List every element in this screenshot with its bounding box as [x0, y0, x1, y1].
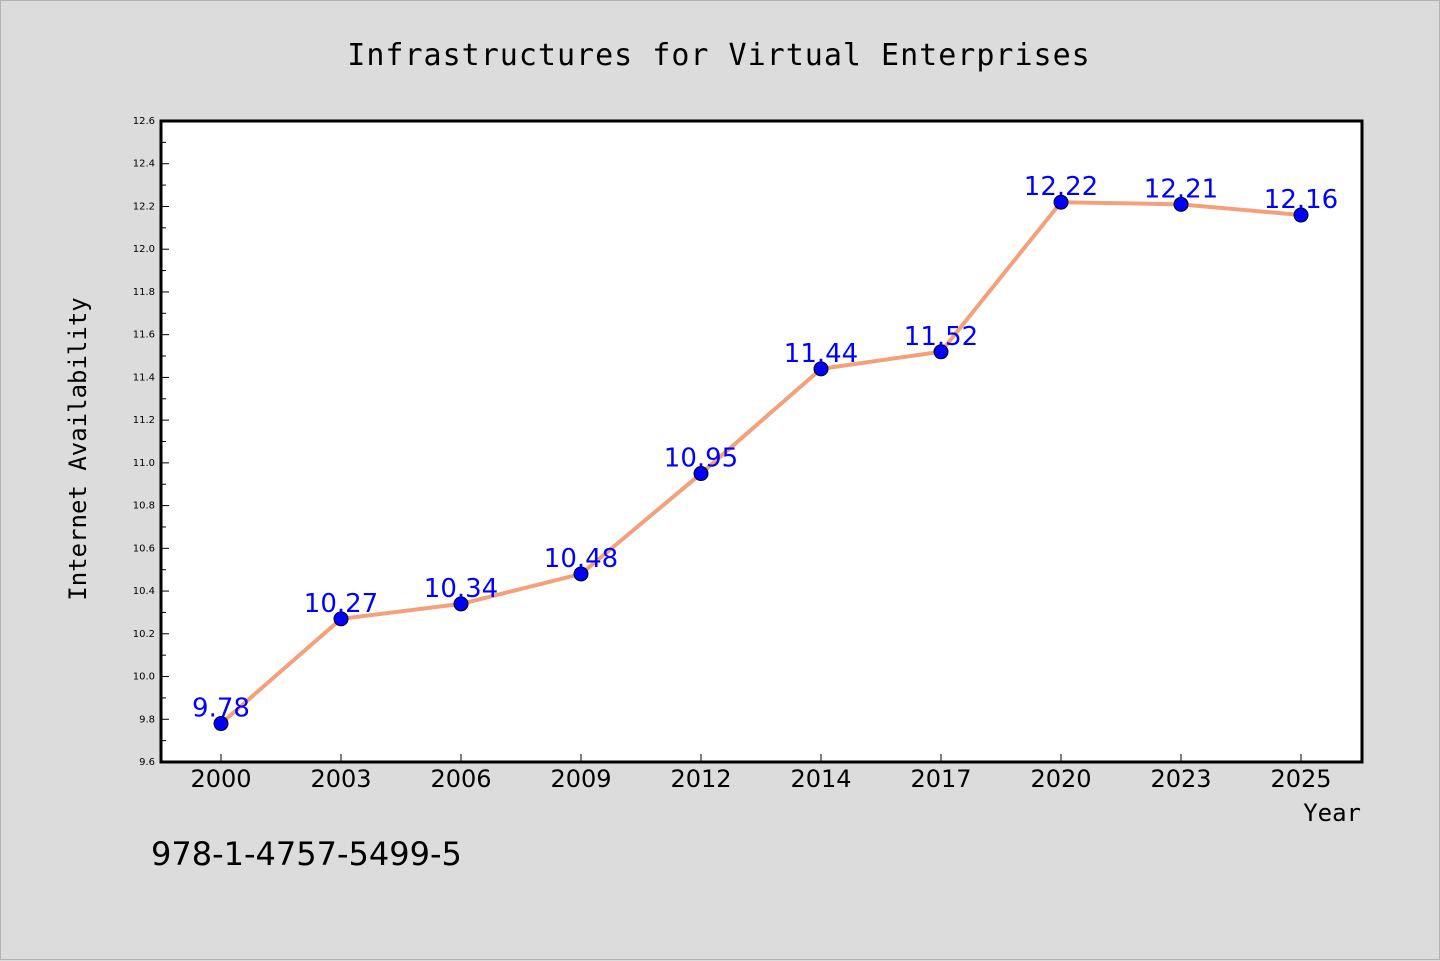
data-label: 12.21 — [1144, 174, 1218, 204]
data-label: 10.48 — [544, 544, 618, 574]
data-point — [1173, 196, 1189, 212]
x-tick-label: 2000 — [190, 765, 251, 793]
x-tick-label: 2020 — [1030, 765, 1091, 793]
chart-title: Infrastructures for Virtual Enterprises — [347, 38, 1090, 73]
data-point — [933, 344, 949, 360]
y-tick-label: 10.2 — [133, 629, 155, 640]
y-tick-label: 9.6 — [139, 757, 155, 768]
data-label: 10.34 — [424, 574, 498, 604]
x-tick-label: 2014 — [790, 765, 851, 793]
x-tick-label: 2017 — [910, 765, 971, 793]
y-tick-label: 11.4 — [133, 372, 155, 383]
data-point — [1053, 194, 1069, 210]
x-axis-label: Year — [1303, 799, 1361, 827]
x-tick-label: 2003 — [310, 765, 371, 793]
footnote-isbn: 978-1-4757-5499-5 — [151, 835, 462, 873]
y-axis-label: Internet Availability — [64, 297, 92, 600]
data-point — [1293, 207, 1309, 223]
y-tick-label: 10.8 — [133, 501, 155, 512]
y-tick-label: 12.4 — [133, 159, 155, 170]
data-label: 9.78 — [192, 694, 250, 724]
y-tick-label: 9.8 — [139, 714, 155, 725]
series-line — [219, 200, 1303, 726]
y-tick-label: 10.0 — [133, 672, 155, 683]
data-point — [573, 566, 589, 582]
x-tick-label: 2006 — [430, 765, 491, 793]
y-tick-label: 12.6 — [133, 116, 155, 127]
data-point — [813, 361, 829, 377]
data-label: 12.22 — [1024, 172, 1098, 202]
plot-frame — [159, 119, 1364, 764]
data-label: 12.16 — [1264, 185, 1338, 215]
y-tick-label: 11.6 — [133, 330, 155, 341]
data-label-layer: 9.78 10.27 10.34 10.48 10.95 11.44 11.52 12.22 1… — [192, 172, 1338, 723]
y-tick-label: 10.6 — [133, 543, 155, 554]
data-point — [333, 611, 349, 627]
y-tick-label: 10.4 — [133, 586, 155, 597]
data-label: 10.27 — [304, 589, 378, 619]
x-tick-label: 2009 — [550, 765, 611, 793]
data-point — [213, 716, 229, 732]
x-tick-label: 2025 — [1270, 765, 1331, 793]
data-label: 11.52 — [904, 322, 978, 352]
y-tick-label: 12.2 — [133, 201, 155, 212]
y-tick-label: 11.2 — [133, 415, 155, 426]
x-tick-label: 2012 — [670, 765, 731, 793]
data-label: 11.44 — [784, 339, 858, 369]
y-tick-label: 11.8 — [133, 287, 155, 298]
data-label: 10.95 — [664, 444, 738, 474]
x-tick-label: 2023 — [1150, 765, 1211, 793]
series-layer — [213, 194, 1309, 732]
data-point — [693, 466, 709, 482]
y-axis-ticks: 9.6 9.8 10.0 10.2 10.4 10.6 10.8 11.0 11.2 11.4 11… — [133, 116, 169, 768]
x-axis-ticks: 2000 2003 2006 2009 2012 2014 2017 2020 2023 2025 — [190, 754, 1332, 793]
y-tick-label: 12.0 — [133, 244, 155, 255]
data-point — [453, 596, 469, 612]
plot-area — [161, 121, 1362, 762]
y-tick-label: 11.0 — [133, 458, 155, 469]
